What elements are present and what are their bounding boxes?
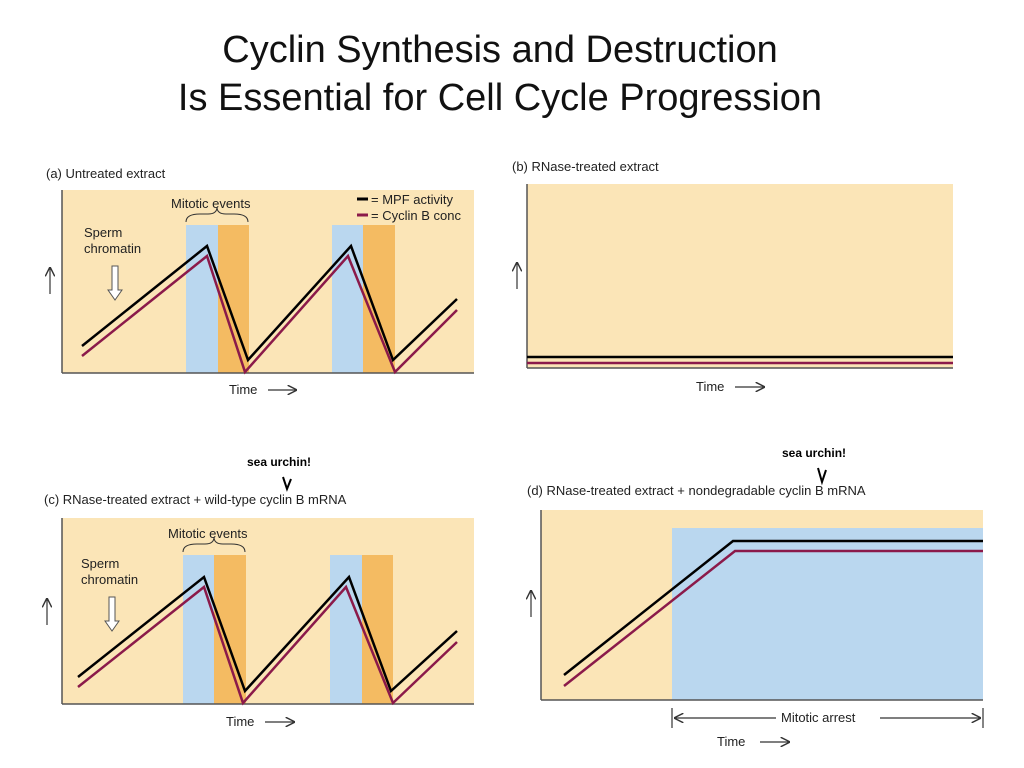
panel-d-label: (d) RNase-treated extract + nondegradabl… <box>527 483 866 498</box>
mitotic-arrest-label: Mitotic arrest <box>781 710 856 725</box>
sea-urchin-note-d: sea urchin! <box>782 446 846 460</box>
panel-b-label: (b) RNase-treated extract <box>512 159 659 174</box>
panel-c: sea urchin! (c) RNase-treated extract + … <box>44 455 474 729</box>
sea-urchin-pointer-d <box>817 467 827 486</box>
mpf-activity-line-d <box>563 539 983 676</box>
mitotic-events-label-c: Mitotic events <box>168 526 248 541</box>
mitotic-band-blue-1 <box>186 225 218 373</box>
sea-urchin-note-c: sea urchin! <box>247 455 311 469</box>
mpf-activity-line-a <box>81 243 458 363</box>
mitotic-band-blue-c2 <box>330 555 362 704</box>
sea-urchin-pointer-c <box>282 476 292 492</box>
panel-a-label: (a) Untreated extract <box>46 166 166 181</box>
title-line-1: Cyclin Synthesis and Destruction <box>222 29 778 71</box>
mpf-activity-line-c <box>77 574 458 694</box>
sperm-chromatin-arrow-c <box>104 596 120 632</box>
cyclin-b-line-a <box>81 253 458 375</box>
sperm-chromatin-arrow-a <box>107 265 123 301</box>
sperm-chromatin-label-c-2: chromatin <box>81 572 138 587</box>
sperm-chromatin-label-a-2: chromatin <box>84 241 141 256</box>
cyclin-b-line-c <box>77 584 458 706</box>
sperm-chromatin-label-c-1: Sperm <box>81 556 119 571</box>
legend-mpf-label: = MPF activity <box>371 192 453 207</box>
slide-title: Cyclin Synthesis and Destruction Is Esse… <box>0 26 1000 122</box>
time-label-d: Time <box>717 734 745 749</box>
cyclin-b-line-d <box>563 549 983 687</box>
time-label-a: Time <box>229 382 257 397</box>
mitotic-events-label-a: Mitotic events <box>171 196 251 211</box>
mitotic-band-blue-2 <box>332 225 363 373</box>
mitotic-arrest-band <box>672 528 983 700</box>
panel-c-label: (c) RNase-treated extract + wild-type cy… <box>44 492 347 507</box>
panel-b: (b) RNase-treated extract Time <box>512 159 953 394</box>
panel-a: (a) Untreated extract Mitotic events = M… <box>46 166 474 397</box>
panel-a-background <box>62 190 474 373</box>
legend-cyclin-label: = Cyclin B conc <box>371 208 461 223</box>
mitotic-events-bracket-c <box>182 536 246 553</box>
sperm-chromatin-label-a-1: Sperm <box>84 225 122 240</box>
title-line-2: Is Essential for Cell Cycle Progression <box>177 77 823 119</box>
panel-b-background <box>527 184 953 368</box>
time-label-c: Time <box>226 714 254 729</box>
mitotic-band-blue-c1 <box>183 555 214 704</box>
mitotic-events-bracket-a <box>185 206 249 223</box>
panel-d: sea urchin! (d) RNase-treated extract + … <box>527 446 984 749</box>
time-label-b: Time <box>696 379 724 394</box>
